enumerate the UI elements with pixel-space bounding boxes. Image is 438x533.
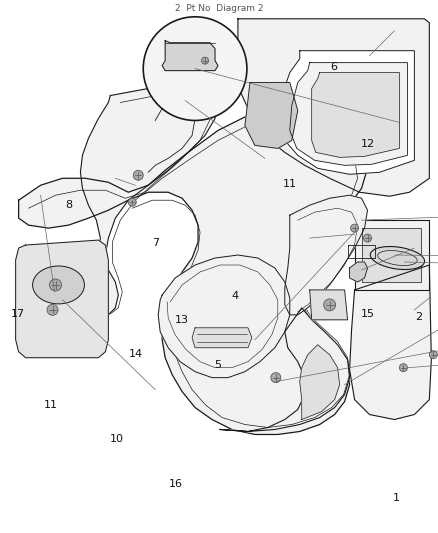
Polygon shape [219, 308, 349, 432]
Polygon shape [289, 63, 406, 165]
Polygon shape [311, 72, 399, 157]
Text: 5: 5 [213, 360, 220, 370]
Polygon shape [162, 41, 218, 70]
Circle shape [47, 304, 58, 316]
Circle shape [428, 351, 436, 359]
Circle shape [143, 17, 246, 120]
Circle shape [350, 224, 358, 232]
Polygon shape [16, 240, 108, 358]
Circle shape [323, 299, 335, 311]
Polygon shape [237, 19, 428, 196]
Polygon shape [78, 83, 218, 318]
Text: 1: 1 [392, 492, 399, 503]
Text: 11: 11 [44, 400, 58, 410]
Polygon shape [18, 109, 367, 434]
Polygon shape [192, 328, 251, 348]
Polygon shape [354, 220, 428, 290]
Polygon shape [309, 290, 347, 320]
Circle shape [399, 364, 406, 372]
Polygon shape [284, 195, 367, 315]
Text: 2  Pt No  Diagram 2: 2 Pt No Diagram 2 [175, 4, 263, 13]
Text: 7: 7 [152, 238, 159, 248]
Text: 17: 17 [11, 309, 25, 319]
Text: 16: 16 [168, 479, 182, 489]
Polygon shape [158, 255, 289, 378]
Polygon shape [279, 51, 413, 174]
Text: 13: 13 [175, 314, 189, 325]
Circle shape [128, 198, 136, 206]
Text: 12: 12 [360, 139, 374, 149]
Polygon shape [349, 262, 367, 282]
Text: 6: 6 [329, 62, 336, 72]
Ellipse shape [32, 266, 84, 304]
Text: 4: 4 [231, 290, 238, 301]
Circle shape [133, 171, 143, 180]
Text: 11: 11 [282, 179, 296, 189]
Polygon shape [299, 345, 339, 419]
Polygon shape [349, 265, 431, 419]
Polygon shape [361, 228, 420, 282]
Circle shape [49, 279, 61, 291]
Text: 8: 8 [65, 200, 72, 211]
Circle shape [201, 57, 208, 64]
Text: 15: 15 [360, 309, 374, 319]
Polygon shape [244, 83, 297, 148]
Circle shape [363, 234, 371, 242]
Circle shape [270, 373, 280, 383]
Text: 14: 14 [129, 349, 143, 359]
Text: 10: 10 [110, 434, 124, 444]
Ellipse shape [369, 247, 424, 270]
Text: 2: 2 [414, 312, 421, 322]
